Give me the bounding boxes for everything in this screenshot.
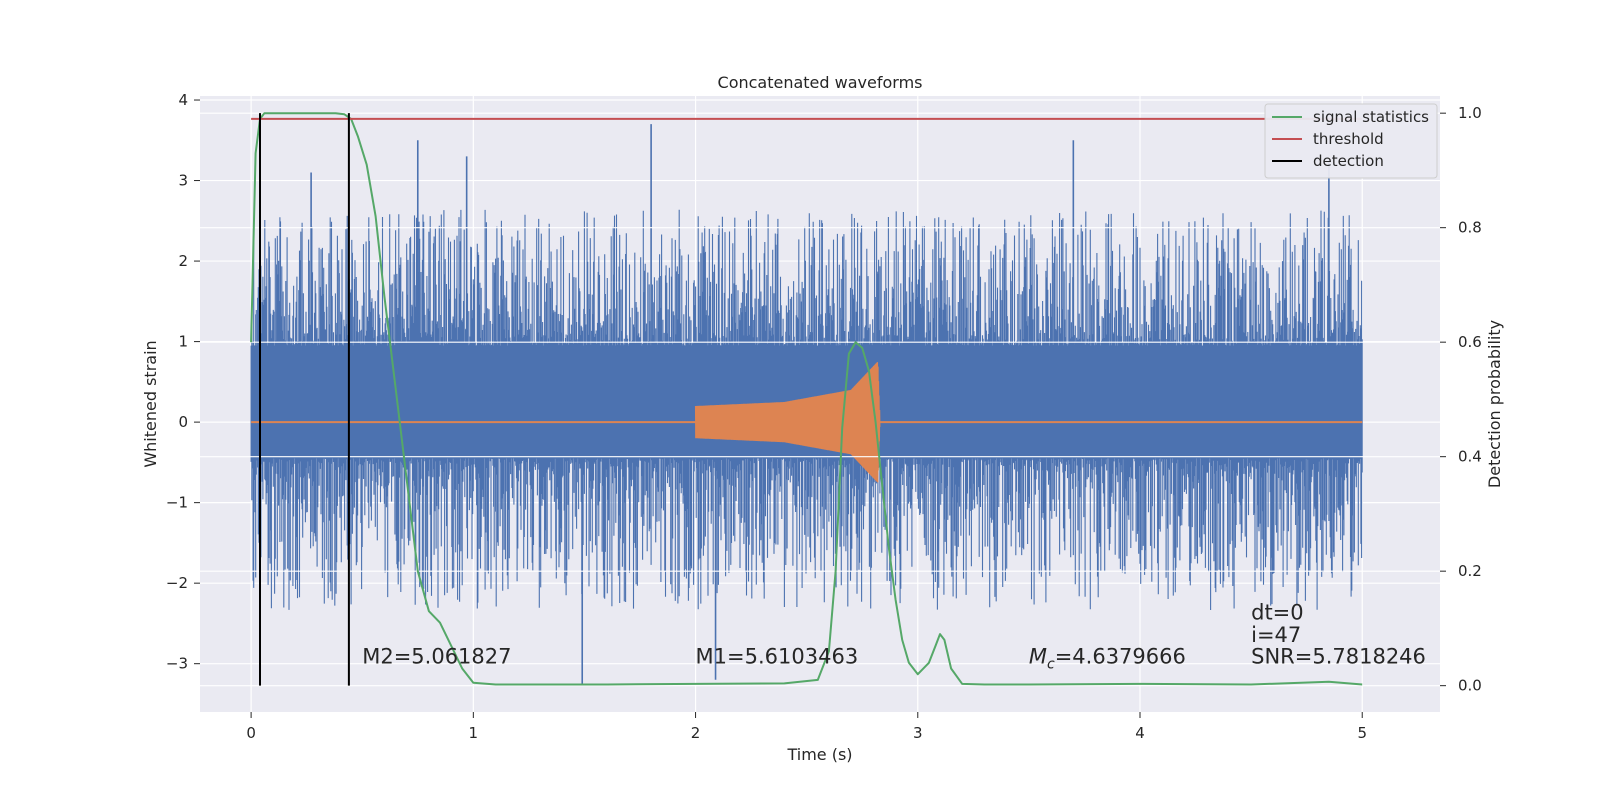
chirp-line xyxy=(694,362,881,483)
legend: signal statistics threshold detection xyxy=(1264,103,1438,179)
annotation-text: dt=0 xyxy=(1251,600,1304,624)
x-tick-label: 1 xyxy=(469,724,479,742)
x-tick-label: 2 xyxy=(691,724,701,742)
y-tick-label: −1 xyxy=(166,494,188,512)
annotation-text: M1=5.6103463 xyxy=(696,645,859,669)
y2-tick-label: 0.8 xyxy=(1458,219,1482,237)
annotation-text: Mc=4.6379666 xyxy=(1029,645,1186,673)
y-tick-label: 0 xyxy=(178,413,188,431)
y2-tick-label: 1.0 xyxy=(1458,104,1482,122)
x-tick-label: 3 xyxy=(913,724,923,742)
x-tick-label: 5 xyxy=(1357,724,1367,742)
x-tick-label: 0 xyxy=(246,724,256,742)
y-axis-label: Whitened strain xyxy=(141,340,160,467)
chart-title: Concatenated waveforms xyxy=(718,73,923,92)
y2-axis-label: Detection probability xyxy=(1485,320,1504,488)
y-tick-label: −3 xyxy=(166,655,188,673)
right-axis-grid xyxy=(200,112,1440,687)
x-tick-label: 4 xyxy=(1135,724,1145,742)
signal-statistics-series xyxy=(250,112,1363,686)
annotation-text: i=47 xyxy=(1251,623,1301,647)
y-tick-label: 3 xyxy=(178,172,188,190)
annotations: M2=5.061827 M1=5.6103463 Mc=4.6379666 dt=0i… xyxy=(362,600,1426,672)
x-axis-label: Time (s) xyxy=(786,745,852,764)
y2-tick-label: 0.0 xyxy=(1458,677,1482,695)
legend-label-threshold: threshold xyxy=(1313,130,1384,148)
chirp-series xyxy=(251,362,1363,483)
y-tick-label: 2 xyxy=(178,252,188,270)
y-tick-label: −2 xyxy=(166,574,188,592)
y-tick-label: 4 xyxy=(178,91,188,109)
y2-tick-label: 0.2 xyxy=(1458,562,1482,580)
legend-label-detection: detection xyxy=(1313,152,1384,170)
legend-label-signal-statistics: signal statistics xyxy=(1313,108,1429,126)
detection-lines xyxy=(259,113,350,686)
annotation-text: SNR=5.7818246 xyxy=(1251,645,1426,669)
y2-tick-label: 0.4 xyxy=(1458,448,1482,466)
legend-box xyxy=(1264,103,1438,179)
ticks: 0 1 2 3 4 5 −3 −2 −1 0 1 2 3 4 0.0 0.2 0.4 0.6 0.8 1.0 xyxy=(166,91,1482,742)
signal-statistics-line xyxy=(250,112,1363,686)
y2-tick-label: 0.6 xyxy=(1458,333,1482,351)
annotation-text: M2=5.061827 xyxy=(362,645,511,669)
y-tick-label: 1 xyxy=(178,333,188,351)
